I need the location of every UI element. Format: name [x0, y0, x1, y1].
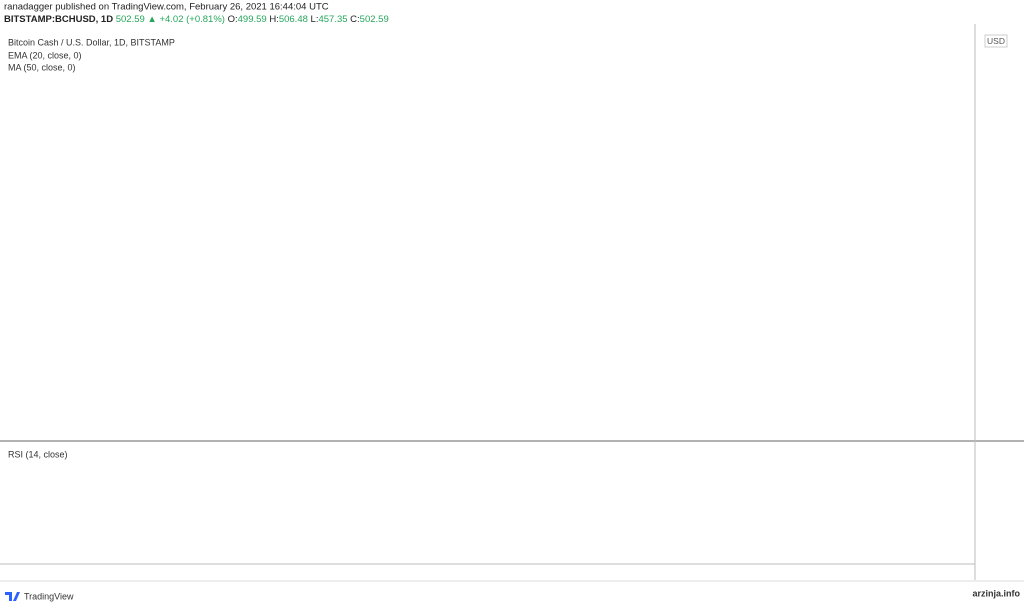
brand: TradingView	[24, 591, 74, 601]
symbol: BITSTAMP:BCHUSD, 1D	[4, 14, 113, 25]
ohlc-label: O:	[228, 14, 238, 25]
brand-logo	[5, 592, 20, 601]
currency: USD	[987, 36, 1005, 46]
last-price: 502.59	[116, 14, 145, 25]
ohlc-value: 457.35	[318, 14, 347, 25]
ohlc-label: C:	[350, 14, 360, 25]
ohlc-value: 502.59	[360, 14, 389, 25]
ohlc-value: 499.59	[238, 14, 267, 25]
rsi-title: RSI (14, close)	[8, 449, 68, 459]
change: ▲ +4.02 (+0.81%)	[147, 14, 225, 25]
currency-box	[984, 34, 1008, 48]
ohlc-label: L:	[311, 14, 319, 25]
chart-title: Bitcoin Cash / U.S. Dollar, 1D, BITSTAMP	[8, 37, 175, 47]
publisher: ranadagger published on TradingView.com,…	[4, 2, 329, 13]
ohlc-label: H:	[269, 14, 279, 25]
symbol-line: BITSTAMP:BCHUSD, 1D 502.59 ▲ +4.02 (+0.8…	[4, 14, 389, 25]
legend-ema: EMA (20, close, 0)	[8, 50, 82, 60]
watermark: arzinja.info	[972, 588, 1020, 598]
ohlc-value: 506.48	[279, 14, 308, 25]
legend-ma: MA (50, close, 0)	[8, 62, 76, 72]
